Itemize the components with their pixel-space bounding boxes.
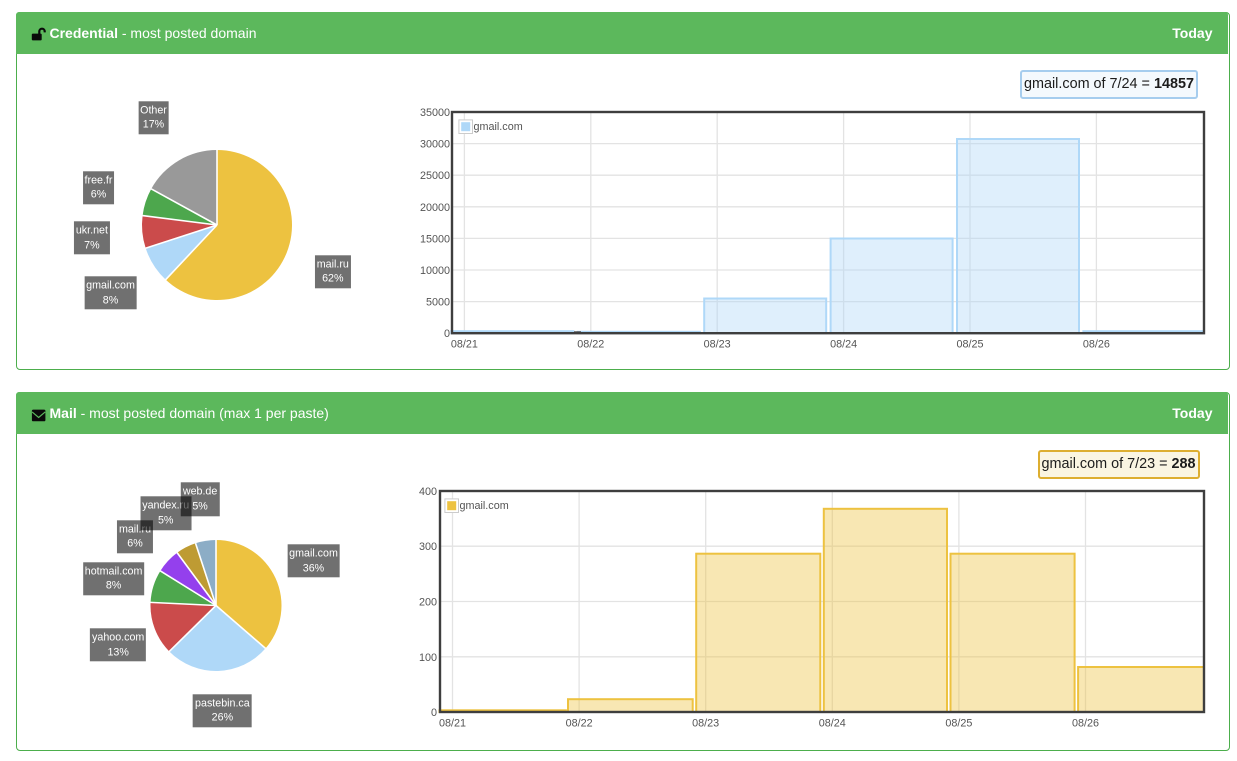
svg-text:08/25: 08/25 [945, 718, 972, 730]
svg-text:gmail.com: gmail.com [474, 121, 523, 133]
svg-text:08/24: 08/24 [830, 339, 857, 351]
svg-text:08/25: 08/25 [956, 339, 983, 351]
svg-text:0: 0 [431, 707, 437, 719]
svg-text:gmail.com: gmail.com [460, 500, 509, 512]
svg-text:08/21: 08/21 [439, 718, 466, 730]
svg-text:30000: 30000 [420, 139, 450, 151]
svg-text:300: 300 [419, 541, 437, 553]
svg-text:10000: 10000 [420, 265, 450, 277]
svg-text:08/26: 08/26 [1072, 718, 1099, 730]
svg-text:08/22: 08/22 [577, 339, 604, 351]
svg-text:25000: 25000 [420, 170, 450, 182]
svg-text:15000: 15000 [420, 233, 450, 245]
svg-text:08/22: 08/22 [566, 718, 593, 730]
svg-text:5000: 5000 [426, 297, 450, 309]
svg-text:08/21: 08/21 [451, 339, 478, 351]
svg-text:200: 200 [419, 597, 437, 609]
svg-text:08/26: 08/26 [1083, 339, 1110, 351]
svg-text:400: 400 [419, 486, 437, 498]
svg-text:20000: 20000 [420, 202, 450, 214]
svg-text:08/24: 08/24 [819, 718, 846, 730]
svg-text:100: 100 [419, 652, 437, 664]
svg-text:0: 0 [444, 328, 450, 340]
svg-text:08/23: 08/23 [704, 339, 731, 351]
svg-text:35000: 35000 [420, 107, 450, 119]
svg-text:08/23: 08/23 [692, 718, 719, 730]
